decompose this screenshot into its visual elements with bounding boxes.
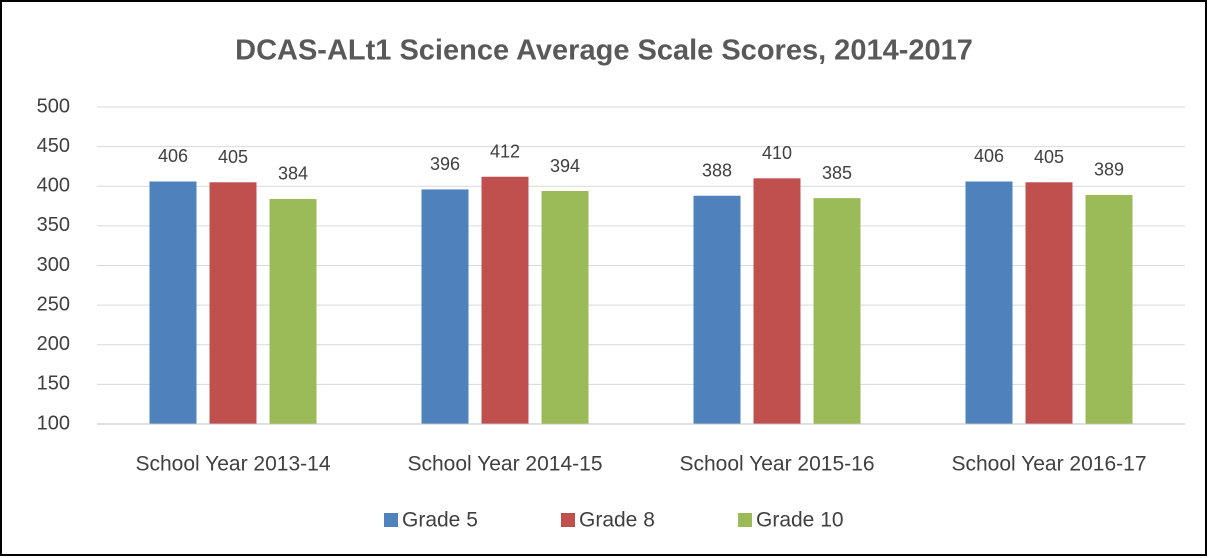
- data-label: 412: [490, 141, 520, 161]
- data-label: 405: [218, 147, 248, 167]
- data-label: 396: [430, 154, 460, 174]
- data-label: 384: [278, 164, 308, 184]
- y-tick-label: 100: [37, 412, 70, 434]
- legend-swatch: [561, 513, 575, 527]
- data-label: 389: [1094, 160, 1124, 180]
- x-tick-label: School Year 2016-17: [952, 453, 1147, 476]
- bar: [421, 189, 469, 424]
- bar: [1025, 182, 1073, 424]
- bar: [693, 195, 741, 424]
- bar: [269, 198, 317, 424]
- bar: [753, 178, 801, 424]
- legend-label: Grade 5: [402, 509, 478, 532]
- data-label: 405: [1034, 147, 1064, 167]
- x-tick-label: School Year 2014-15: [408, 453, 603, 476]
- bar: [965, 181, 1013, 424]
- chart-title: DCAS-ALt1 Science Average Scale Scores, …: [235, 35, 973, 67]
- bar: [813, 198, 861, 424]
- y-tick-label: 200: [37, 333, 70, 355]
- legend-label: Grade 8: [579, 509, 655, 532]
- y-tick-label: 150: [37, 373, 70, 395]
- data-label: 388: [702, 161, 732, 181]
- bar: [149, 181, 197, 424]
- x-tick-label: School Year 2013-14: [136, 453, 331, 476]
- bar: [541, 191, 589, 424]
- data-label: 410: [762, 143, 792, 163]
- y-tick-label: 250: [37, 293, 70, 315]
- y-tick-label: 400: [37, 175, 70, 197]
- bar: [1085, 194, 1133, 424]
- data-label: 394: [550, 156, 580, 176]
- y-tick-label: 450: [37, 135, 70, 157]
- y-tick-label: 350: [37, 214, 70, 236]
- data-label: 406: [158, 146, 188, 166]
- legend-swatch: [384, 513, 398, 527]
- data-label: 406: [974, 146, 1004, 166]
- bar: [209, 182, 257, 424]
- data-label: 385: [822, 163, 852, 183]
- bar: [481, 176, 529, 424]
- y-tick-label: 500: [37, 95, 70, 117]
- x-tick-label: School Year 2015-16: [680, 453, 875, 476]
- y-tick-label: 300: [37, 254, 70, 276]
- legend-label: Grade 10: [756, 509, 844, 532]
- legend-swatch: [738, 513, 752, 527]
